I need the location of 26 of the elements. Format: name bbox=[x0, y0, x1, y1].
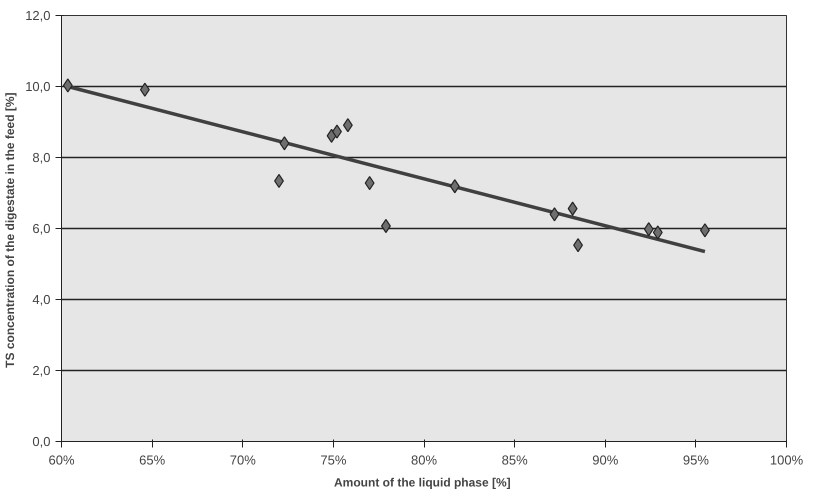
x-tick-label: 75% bbox=[320, 452, 347, 468]
point bbox=[652, 225, 663, 240]
y-tick-label: 8,0 bbox=[32, 150, 51, 165]
point bbox=[342, 118, 353, 132]
point bbox=[62, 78, 73, 93]
x-tick-label: 60% bbox=[48, 452, 75, 468]
point bbox=[364, 176, 375, 190]
y-tick-label: 10,0 bbox=[25, 79, 51, 94]
y-tick-label: 6,0 bbox=[32, 221, 51, 236]
point bbox=[568, 202, 578, 216]
point bbox=[450, 179, 460, 194]
point bbox=[644, 222, 654, 236]
x-tick-label: 90% bbox=[592, 452, 619, 468]
x-tick-label: 100% bbox=[770, 452, 804, 468]
x-tick-label: 65% bbox=[139, 452, 166, 468]
x-tick-label: 80% bbox=[410, 452, 438, 468]
x-tick-label: 85% bbox=[502, 452, 528, 468]
y-tick-label: 2,0 bbox=[32, 363, 51, 378]
y-tick-label: 4,0 bbox=[32, 292, 51, 307]
x-tick-label: 95% bbox=[682, 452, 710, 468]
point bbox=[140, 82, 150, 97]
x-tick-label: 70% bbox=[230, 452, 256, 468]
x-axis-title: Amount of the liquid phase [%] bbox=[334, 476, 511, 490]
y-tick-label: 0,0 bbox=[32, 434, 51, 449]
y-axis-title: TS concentration of the digestate in the feed [%] bbox=[3, 92, 18, 368]
y-tick-label: 12,0 bbox=[25, 8, 51, 23]
